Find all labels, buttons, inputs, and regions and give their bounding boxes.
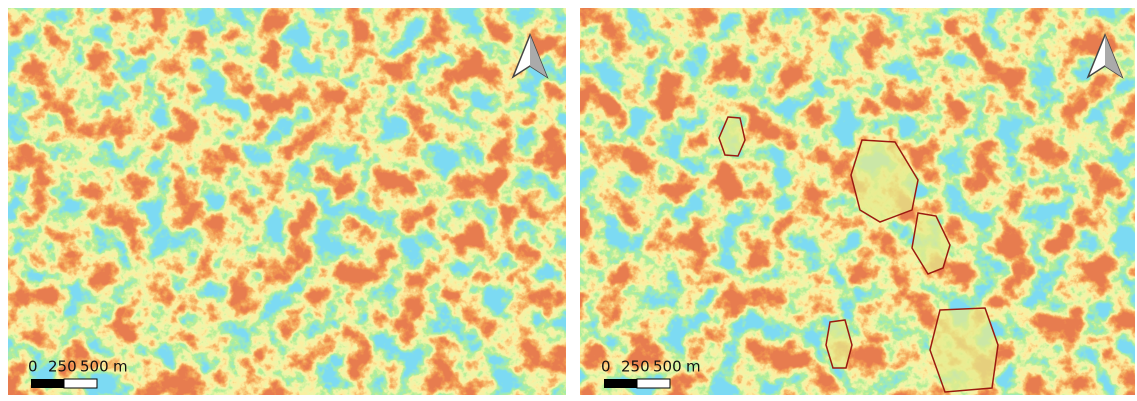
scale-unit: m [113, 358, 128, 376]
scale-label: 500 [653, 358, 682, 376]
scale-unit: m [686, 358, 701, 376]
scale-label: 0 [601, 358, 611, 376]
scale-label: 250 [621, 358, 650, 376]
scale-bar [604, 379, 637, 388]
scale-bar [64, 379, 97, 388]
raster [8, 8, 566, 395]
map-figure: 0 250 500 m 0 250 500 m [0, 0, 1137, 401]
map-panel: 0 250 500 m [580, 8, 1135, 395]
scale-bar [31, 379, 64, 388]
scale-label: 500 [80, 358, 109, 376]
map-panel: 0 250 500 m [8, 8, 566, 395]
scale-label: 0 [28, 358, 38, 376]
scale-label: 250 [48, 358, 77, 376]
scale-bar [637, 379, 670, 388]
study-area [930, 308, 998, 392]
